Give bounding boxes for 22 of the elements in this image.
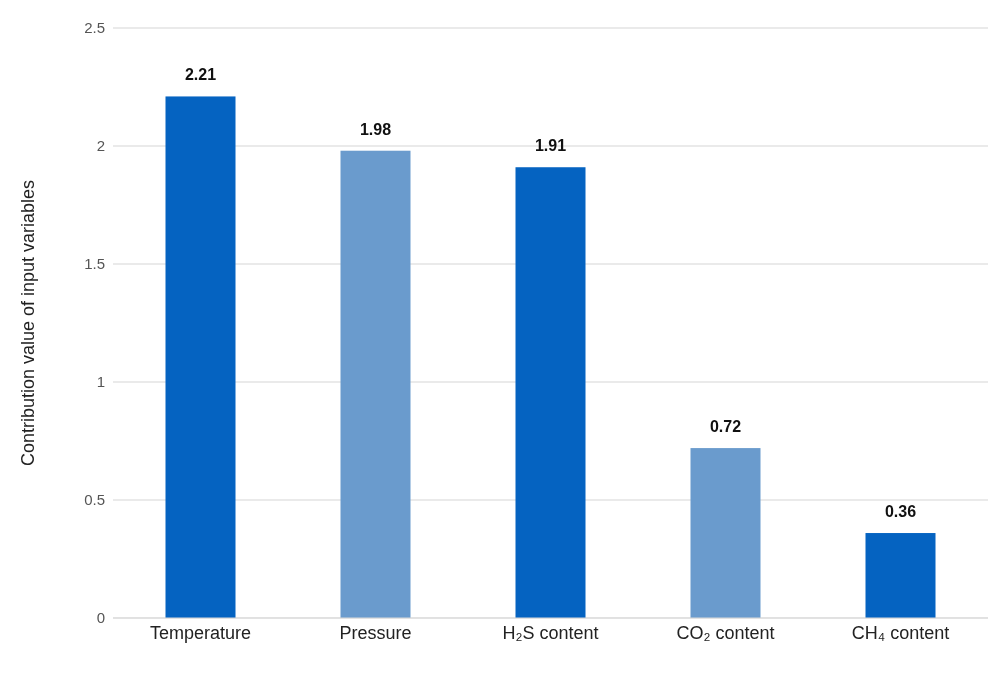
data-label: 1.91 [534,137,567,155]
x-tick-label: Temperature [149,622,252,643]
data-label: 2.21 [184,66,217,84]
data-label: 0.36 [884,503,917,521]
bar [865,533,936,618]
bar [340,150,411,618]
data-label: 1.98 [359,120,392,138]
x-tick-label: Pressure [339,622,412,643]
y-axis-title: Contribution value of input variables [18,179,39,467]
y-tick-label: 0.5 [84,491,105,509]
data-label: 0.72 [709,418,742,436]
bar [165,96,236,618]
y-tick-label: 1 [96,373,105,391]
y-tick-label: 0 [96,609,105,627]
bar [690,448,761,618]
x-tick-label: CH₄ content [851,622,950,643]
y-tick-label: 1.5 [84,255,105,273]
y-tick-label: 2.5 [84,19,105,37]
x-tick-label: CO₂ content [676,622,775,643]
bar [515,167,586,618]
y-tick-label: 2 [96,137,105,155]
x-tick-label: H₂S content [502,622,599,643]
